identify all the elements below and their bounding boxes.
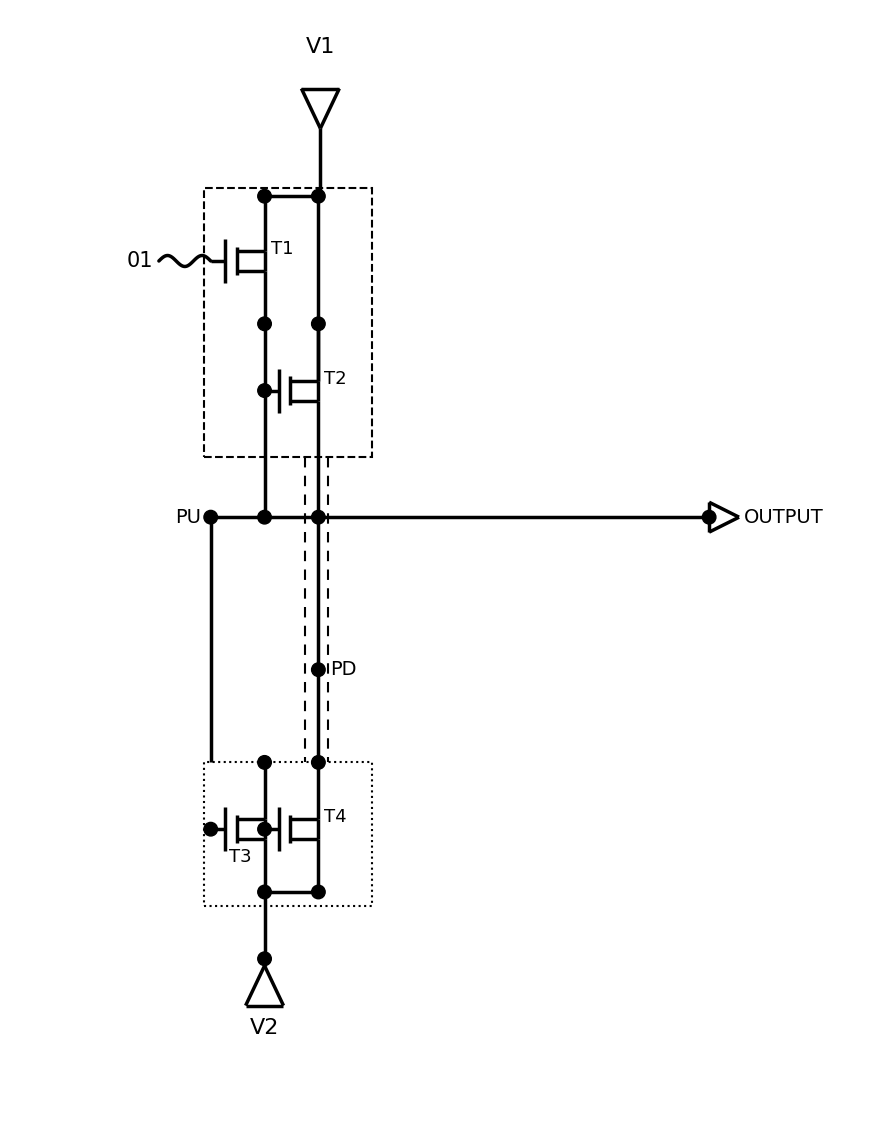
Circle shape	[258, 511, 272, 524]
Circle shape	[258, 384, 272, 397]
Text: PD: PD	[330, 661, 357, 679]
Circle shape	[312, 511, 325, 524]
Text: PU: PU	[175, 507, 200, 527]
Circle shape	[204, 511, 218, 524]
Text: T2: T2	[324, 370, 347, 388]
Circle shape	[258, 951, 272, 965]
Text: V1: V1	[306, 37, 335, 56]
Circle shape	[312, 663, 325, 677]
Circle shape	[312, 317, 325, 331]
Circle shape	[258, 885, 272, 899]
Circle shape	[258, 317, 272, 331]
Circle shape	[312, 885, 325, 899]
Circle shape	[258, 822, 272, 836]
Text: V2: V2	[250, 1018, 280, 1037]
Text: T4: T4	[324, 808, 347, 827]
Text: T1: T1	[271, 240, 293, 258]
Text: T3: T3	[229, 848, 252, 866]
Circle shape	[204, 822, 218, 836]
Circle shape	[312, 189, 325, 203]
Circle shape	[312, 756, 325, 769]
Text: 01: 01	[126, 251, 153, 271]
Circle shape	[702, 511, 716, 524]
Text: OUTPUT: OUTPUT	[744, 507, 824, 527]
Circle shape	[258, 756, 272, 769]
Circle shape	[258, 189, 272, 203]
